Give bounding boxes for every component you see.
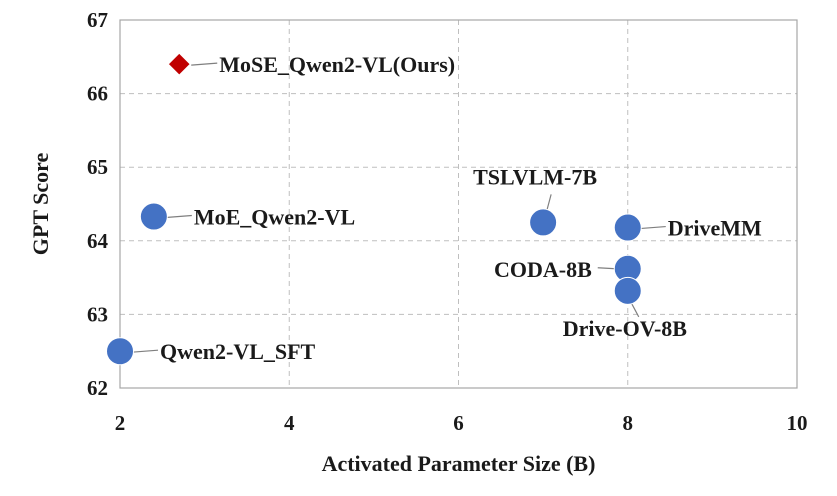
label-drivemm: DriveMM [668,216,762,241]
y-axis-title: GPT Score [28,153,53,256]
y-tick-label: 67 [87,8,108,32]
point-labels: MoSE_Qwen2-VL(Ours) MoE_Qwen2-VL TSLVLM-7B… [160,52,762,364]
leader-line [546,194,552,210]
point-drivemm [613,213,642,242]
label-mose-qwen2-vl-ours: MoSE_Qwen2-VL(Ours) [219,52,455,77]
leader-line [191,62,218,66]
y-tick-label: 66 [87,82,108,106]
label-coda-8b: CODA-8B [494,257,592,282]
x-axis-title: Activated Parameter Size (B) [322,451,596,476]
point-qwen2-vl-sft [106,337,134,366]
point-mose-qwen2-vl-ours [167,52,191,76]
x-tick-label: 8 [623,411,634,435]
leader-line [597,267,616,270]
point-moe-qwen2-vl [139,202,168,231]
y-tick-label: 64 [87,229,109,253]
point-tslvlm-7b [529,208,558,237]
leader-lines [131,62,666,353]
point-drive-ov-8b [613,276,642,305]
x-tick-label: 6 [453,411,464,435]
leader-line [165,214,192,219]
leader-line [639,225,666,230]
label-drive-ov-8b: Drive-OV-8B [563,316,688,341]
data-points [106,52,642,366]
plot-area [119,19,798,389]
leader-line [131,349,159,353]
y-tick-label: 62 [87,376,108,400]
leader-line [630,301,640,318]
y-tick-label: 65 [87,155,108,179]
x-tick-label: 10 [787,411,808,435]
label-moe-qwen2-vl: MoE_Qwen2-VL [194,205,355,230]
label-qwen2-vl-sft: Qwen2-VL_SFT [160,339,316,364]
y-tick-label: 63 [87,302,108,326]
x-axis: 2 4 6 8 10 [115,411,808,435]
label-tslvlm-7b: TSLVLM-7B [473,164,597,189]
x-tick-label: 4 [284,411,295,435]
y-axis: 62 63 64 65 66 67 [87,8,109,400]
x-tick-label: 2 [115,411,126,435]
